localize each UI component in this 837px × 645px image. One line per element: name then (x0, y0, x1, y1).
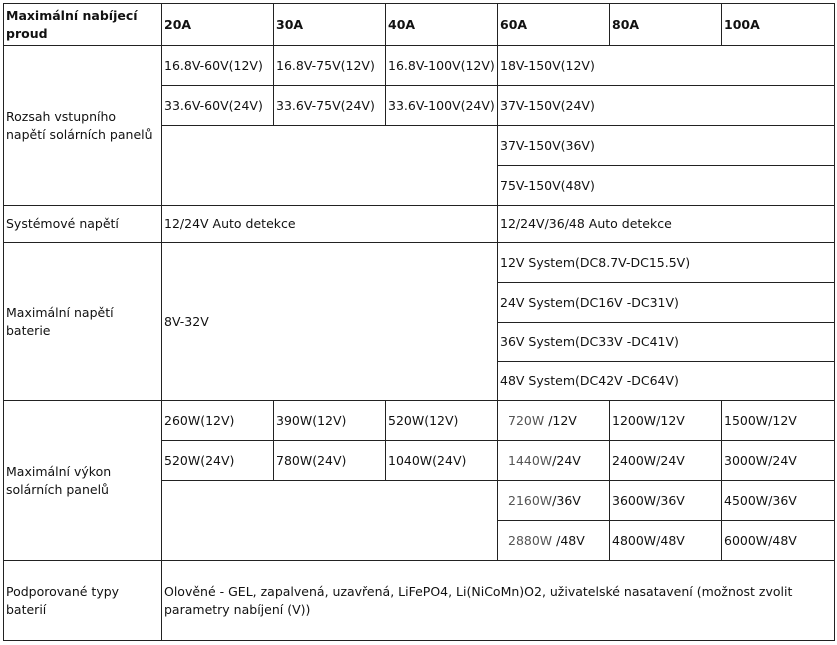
table-row: Systémové napětí 12/24V Auto detekce 12/… (3, 205, 835, 243)
table-row: 75V-150V(48V) (4, 165, 835, 206)
cell: 4500W/36V (721, 480, 835, 521)
battery-types-label: Podporované typy baterií (3, 560, 162, 641)
cell: 520W(24V) (161, 440, 274, 481)
cell: 75V-150V(48V) (497, 165, 835, 206)
input-voltage-label: Rozsah vstupního napětí solárních panelů (3, 45, 162, 206)
cell: 2400W/24V (609, 440, 722, 481)
table-row: Maximální výkon solárních panelů 260W(12… (3, 400, 835, 561)
cell: 1200W/12V (609, 400, 722, 441)
cell: 12V System(DC8.7V-DC15.5V) (497, 242, 835, 283)
col-80a: 80A (609, 3, 722, 46)
system-voltage-label: Systémové napětí (3, 205, 162, 243)
cell: 2880W /48V (497, 520, 610, 561)
table-row: 37V-150V(36V) (4, 125, 835, 206)
cell: 24V System(DC16V -DC31V) (497, 282, 835, 323)
cell: 3600W/36V (609, 480, 722, 521)
cell: Olověné - GEL, zapalvená, uzavřená, LiFe… (161, 560, 835, 641)
cell: 390W(12V) (273, 400, 386, 441)
header-label: Maximální nabíjecí proud (3, 3, 162, 46)
table-row: 2160W/36V 3600W/36V 4500W/36V (4, 480, 835, 561)
cell: 33.6V-100V(24V) (385, 85, 498, 126)
cell: 2160W/36V (497, 480, 610, 521)
cell: 1040W(24V) (385, 440, 498, 481)
header-row: Maximální nabíjecí proud 20A 30A 40A 60A… (3, 3, 835, 46)
cell: 16.8V-100V(12V) (385, 45, 498, 86)
battery-voltage-label: Maximální napětí baterie (3, 242, 162, 401)
empty-cell (161, 480, 498, 561)
cell: 6000W/48V (721, 520, 835, 561)
table-row: 24V System(DC16V -DC31V) (4, 282, 835, 323)
cell: 720W /12V (497, 400, 610, 441)
table-row: 33.6V-60V(24V) 33.6V-75V(24V) 33.6V-100V… (4, 85, 835, 126)
table-row: Rozsah vstupního napětí solárních panelů… (3, 45, 835, 206)
cell: 12/24V Auto detekce (161, 205, 498, 243)
panel-power-label: Maximální výkon solárních panelů (3, 400, 162, 561)
col-30a: 30A (273, 3, 386, 46)
cell: 37V-150V(24V) (497, 85, 835, 126)
cell: 18V-150V(12V) (497, 45, 835, 86)
empty-cell (161, 125, 498, 206)
col-20a: 20A (161, 3, 274, 46)
table-row: Podporované typy baterií Olověné - GEL, … (3, 560, 835, 641)
table-row: 520W(24V) 780W(24V) 1040W(24V) 1440W/24V… (4, 440, 835, 481)
cell: 48V System(DC42V -DC64V) (497, 361, 835, 401)
cell: 16.8V-75V(12V) (273, 45, 386, 86)
cell: 33.6V-60V(24V) (161, 85, 274, 126)
cell: 1440W/24V (497, 440, 610, 481)
cell: 36V System(DC33V -DC41V) (497, 322, 835, 362)
cell: 12/24V/36/48 Auto detekce (497, 205, 835, 243)
cell: 8V-32V (161, 242, 498, 401)
cell: 4800W/48V (609, 520, 722, 561)
table-row: 36V System(DC33V -DC41V) (4, 322, 835, 362)
cell: 260W(12V) (161, 400, 274, 441)
cell: 780W(24V) (273, 440, 386, 481)
col-60a: 60A (497, 3, 610, 46)
table-row: 48V System(DC42V -DC64V) (4, 361, 835, 401)
cell: 16.8V-60V(12V) (161, 45, 274, 86)
cell: 1500W/12V (721, 400, 835, 441)
cell: 33.6V-75V(24V) (273, 85, 386, 126)
col-100a: 100A (721, 3, 835, 46)
cell: 520W(12V) (385, 400, 498, 441)
specifications-table: Maximální nabíjecí proud 20A 30A 40A 60A… (3, 3, 835, 641)
table-row: 2880W /48V 4800W/48V 6000W/48V (4, 520, 835, 561)
table-row: Maximální napětí baterie 8V-32V 12V Syst… (3, 242, 835, 401)
cell: 37V-150V(36V) (497, 125, 835, 166)
col-40a: 40A (385, 3, 498, 46)
cell: 3000W/24V (721, 440, 835, 481)
